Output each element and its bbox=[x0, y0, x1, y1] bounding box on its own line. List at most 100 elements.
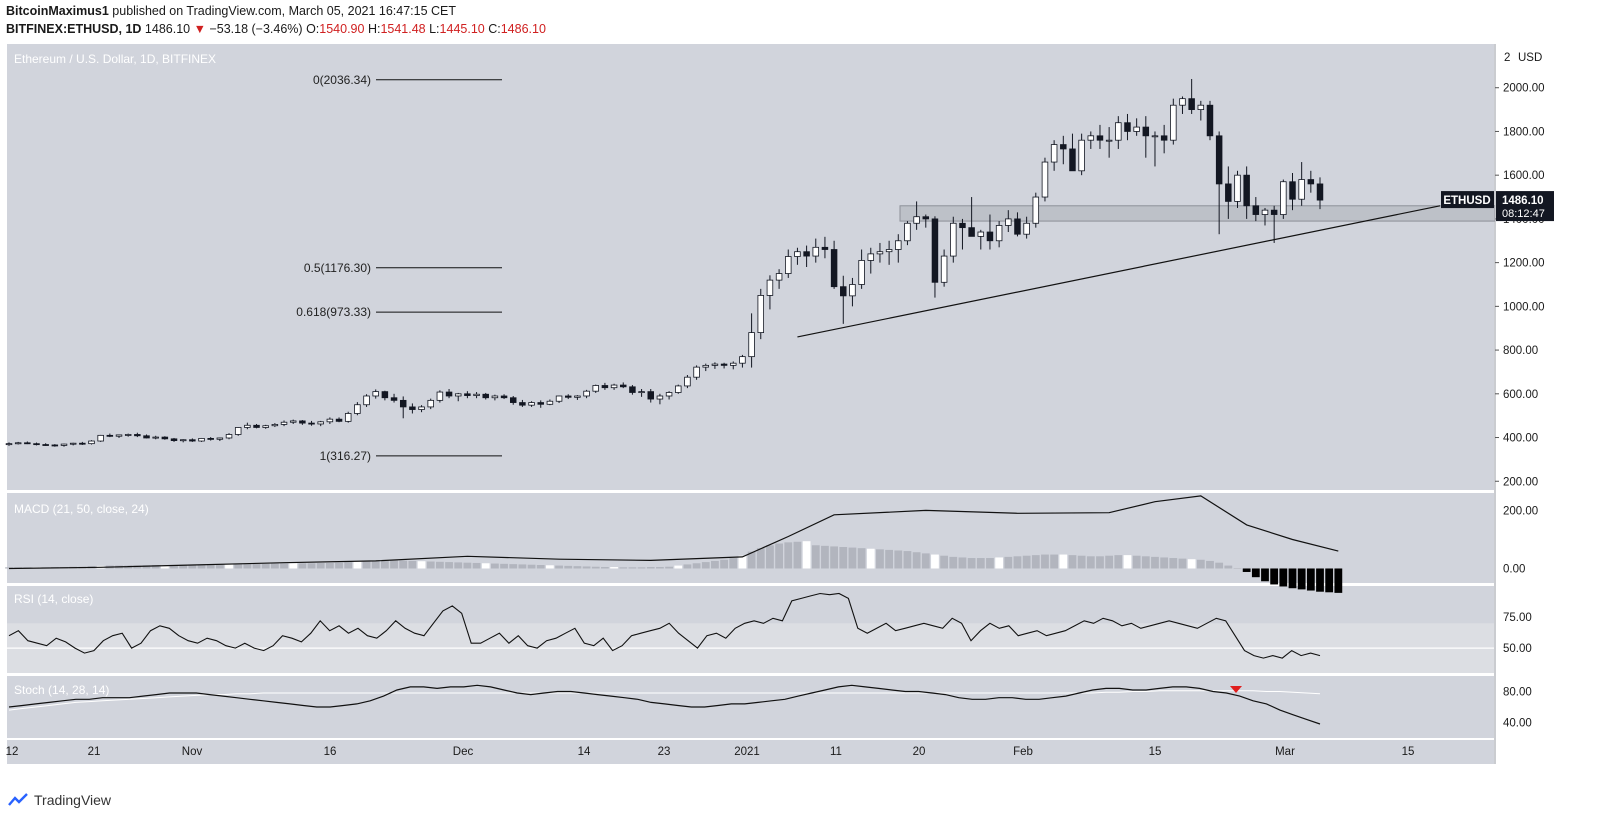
candle-body bbox=[702, 364, 709, 368]
macd-histogram-bar bbox=[1242, 568, 1251, 572]
macd-histogram-bar bbox=[601, 567, 609, 569]
candle-body bbox=[509, 397, 517, 403]
candle-body bbox=[940, 255, 948, 283]
macd-histogram-bar bbox=[536, 565, 545, 569]
candle-body bbox=[564, 395, 572, 398]
candle-body bbox=[748, 332, 755, 358]
macd-histogram-bar bbox=[197, 564, 206, 569]
macd-histogram-bar bbox=[261, 563, 270, 569]
candle-body bbox=[280, 421, 288, 425]
macd-histogram-bar bbox=[1187, 559, 1196, 569]
macd-histogram-bar bbox=[656, 567, 664, 569]
candle-body bbox=[1023, 222, 1030, 235]
candle-body bbox=[399, 399, 407, 408]
footer[interactable]: TradingView bbox=[8, 792, 111, 808]
macd-histogram-bar bbox=[1169, 558, 1178, 569]
macd-histogram-bar bbox=[1325, 568, 1334, 593]
candle-body bbox=[134, 434, 141, 437]
candle-body bbox=[344, 413, 352, 422]
candle-body bbox=[225, 434, 233, 439]
candle-body bbox=[234, 427, 242, 435]
macd-histogram-bar bbox=[490, 563, 499, 569]
macd-histogram-bar bbox=[463, 562, 472, 569]
candle-body bbox=[592, 385, 599, 392]
candle-body bbox=[1215, 135, 1223, 185]
macd-histogram-bar bbox=[1123, 555, 1132, 569]
candle-body bbox=[115, 434, 123, 437]
footer-brand: TradingView bbox=[34, 792, 112, 808]
candle-body bbox=[216, 437, 224, 440]
macd-histogram-bar bbox=[316, 562, 325, 569]
macd-histogram-bar bbox=[747, 551, 756, 569]
macd-histogram-bar bbox=[500, 563, 508, 569]
publish-info: published on TradingView.com, March 05, … bbox=[112, 4, 457, 18]
change-down-icon: ▼ bbox=[193, 22, 206, 36]
candle-body bbox=[647, 391, 654, 400]
candle-body bbox=[464, 393, 471, 396]
candle-body bbox=[326, 418, 334, 423]
last-price: 1486.10 bbox=[144, 22, 191, 36]
candle-body bbox=[931, 218, 939, 283]
macd-histogram-bar bbox=[848, 547, 857, 569]
macd-histogram-bar bbox=[830, 546, 839, 569]
candle-body bbox=[198, 438, 205, 442]
macd-histogram-bar bbox=[371, 560, 380, 569]
candle-body bbox=[1069, 148, 1076, 172]
x-tick-label: 11 bbox=[830, 746, 842, 758]
y-tick-label: 600.00 bbox=[1503, 389, 1538, 401]
macd-histogram-bar bbox=[876, 549, 884, 569]
fib-level-label: 0.618(973.33) bbox=[296, 305, 371, 319]
stoch-panel-bg bbox=[7, 676, 1494, 738]
macd-histogram-bar bbox=[188, 564, 197, 569]
rsi-y-label: 75.00 bbox=[1503, 612, 1532, 624]
macd-histogram-bar bbox=[1251, 568, 1260, 578]
macd-histogram-bar bbox=[692, 563, 701, 569]
candle-body bbox=[1105, 139, 1113, 142]
y-tick-label: 1000.00 bbox=[1503, 301, 1545, 313]
candle-body bbox=[583, 390, 590, 397]
macd-histogram-bar bbox=[646, 567, 655, 569]
candle-body bbox=[189, 439, 196, 442]
candle-body bbox=[785, 256, 792, 274]
macd-histogram-bar bbox=[206, 564, 215, 569]
y-tick-label: 1800.00 bbox=[1503, 126, 1545, 138]
candle-body bbox=[170, 438, 178, 441]
candle-body bbox=[5, 443, 13, 446]
stoch-y-label: 80.00 bbox=[1503, 687, 1532, 699]
candle-body bbox=[317, 421, 324, 425]
macd-histogram-bar bbox=[738, 555, 747, 569]
stoch-k-line bbox=[8, 684, 1321, 725]
chart-area[interactable]: Ethereum / U.S. Dollar, 1D, BITFINEX 2 USD… bbox=[0, 0, 1604, 790]
candle-body bbox=[1005, 218, 1012, 226]
candle-body bbox=[1041, 161, 1049, 198]
x-tick-label: 12 bbox=[6, 746, 19, 758]
candle-body bbox=[555, 395, 563, 402]
macd-histogram-bar bbox=[1306, 568, 1315, 591]
candle-body bbox=[97, 434, 104, 442]
candle-body bbox=[830, 249, 838, 288]
candle-body bbox=[1115, 122, 1122, 141]
macd-histogram-bar bbox=[1297, 568, 1306, 590]
author-name[interactable]: BitcoinMaximus1 bbox=[6, 4, 109, 18]
macd-histogram-bar bbox=[151, 565, 160, 569]
candle-body bbox=[693, 366, 700, 378]
header-publish-line: BitcoinMaximus1 published on TradingView… bbox=[6, 4, 456, 18]
close-value: 1486.10 bbox=[500, 22, 546, 36]
macd-histogram-bar bbox=[289, 563, 298, 569]
rsi-line bbox=[8, 592, 1321, 659]
candle-body bbox=[1280, 181, 1287, 215]
macd-histogram-bar bbox=[775, 543, 783, 569]
candle-body bbox=[849, 284, 856, 297]
x-tick-label: 20 bbox=[913, 746, 926, 758]
y-tick-label: 1600.00 bbox=[1503, 170, 1545, 182]
macd-histogram-bar bbox=[1215, 562, 1224, 569]
support-zone bbox=[899, 205, 1496, 222]
currency-unit-label: USD bbox=[1518, 52, 1542, 64]
macd-histogram-bar bbox=[399, 560, 408, 569]
symbol-tag: ETHUSD bbox=[1443, 195, 1490, 207]
candle-body bbox=[574, 395, 581, 398]
macd-histogram-bar bbox=[619, 567, 628, 569]
macd-line bbox=[8, 495, 1339, 570]
macd-histogram-bar bbox=[1233, 568, 1242, 569]
macd-histogram-bar bbox=[958, 557, 967, 569]
